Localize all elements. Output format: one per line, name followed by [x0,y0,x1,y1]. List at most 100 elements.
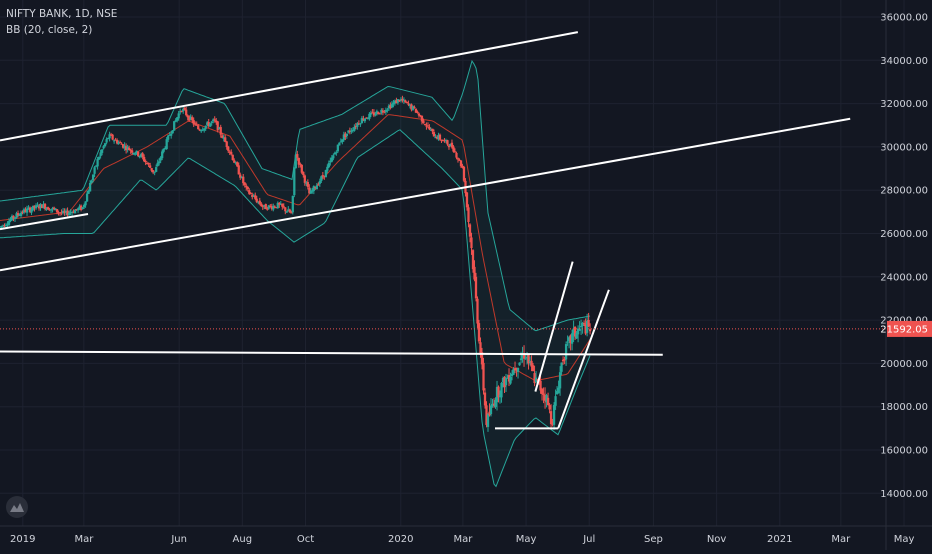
candle-body [84,201,87,206]
candle [93,166,96,178]
candle-body [96,158,99,167]
candle [275,206,278,209]
x-tick-label: 2020 [388,534,413,545]
candle-body [314,187,317,189]
x-tick-label: Nov [707,534,727,545]
candle [146,161,149,165]
candle [477,319,481,344]
candle [408,103,412,109]
candle [257,201,260,205]
candle [143,154,146,163]
candle-body [69,212,72,214]
candle [197,124,200,130]
candle-body [312,186,315,192]
candle-body [79,205,83,210]
candle-body [284,207,287,212]
candle [75,208,78,211]
candle [167,134,170,143]
candle [165,137,168,150]
candle [395,97,398,104]
candle-body [230,151,233,155]
candle [588,323,592,335]
candle [293,167,296,198]
candle-body [10,215,14,221]
candle-body [57,212,60,214]
trendline [0,31,579,142]
tradingview-logo-icon[interactable] [6,496,28,518]
candle-body [549,411,553,425]
symbol-title[interactable]: NIFTY BANK, 1D, NSE [6,8,118,20]
candle [485,401,488,428]
candle-body [521,354,524,359]
candle-body [115,140,119,144]
candle-body [363,118,367,122]
candle [170,131,173,139]
candle-body [150,168,153,171]
candle-body [392,102,395,105]
candle-body [482,362,485,391]
candle-body [333,152,336,155]
candle-body [522,353,526,359]
trendline [0,117,851,272]
candle [121,144,125,149]
candle [129,148,132,154]
candle-body [440,139,443,141]
candle-body [237,165,240,175]
candle-body [102,146,105,149]
indicator-title[interactable]: BB (20, close, 2) [6,24,93,36]
candle [27,205,30,210]
candle-body [531,365,535,372]
candle-body [19,212,23,216]
candle-body [539,380,542,391]
candle [152,170,155,175]
candle [236,161,239,167]
candle-body [324,170,327,178]
candle-body [225,141,228,147]
candle [81,206,84,210]
y-tick-label: 14000.00 [880,489,928,500]
candle [111,133,114,141]
y-tick-label: 28000.00 [880,186,928,197]
candle [498,390,502,404]
candle-body [426,125,430,127]
candle-body [161,151,164,159]
trendline [0,213,89,231]
bollinger-fill [0,61,590,487]
candle [495,380,499,411]
candle [366,117,370,120]
candle-body [36,205,39,207]
candle-body [261,206,264,208]
candle-body [431,128,434,132]
candle [344,131,347,141]
candle [46,206,50,210]
candle [452,145,455,153]
candle-body [359,123,362,125]
candle [230,149,233,156]
candle [254,192,257,201]
candle-body [375,111,379,114]
candle [155,164,158,173]
candle [54,208,57,211]
candle-body [186,115,189,118]
candle [140,152,143,159]
candle-body [144,160,147,163]
candle-body [414,108,418,113]
candle-body [300,164,303,173]
candle-body [165,139,168,150]
candle-body [369,112,373,115]
candle [186,114,189,121]
candle [402,97,406,104]
candle-body [287,209,290,212]
candle-body [380,109,383,113]
candle-body [117,142,120,145]
candle-body [243,182,246,186]
candle [174,118,177,123]
candle-body [410,104,413,110]
candle-body [564,344,568,360]
candle-body [572,328,575,336]
candle [109,132,113,136]
candle-body [58,212,62,214]
